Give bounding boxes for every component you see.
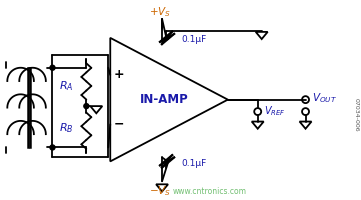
Circle shape (50, 65, 55, 70)
Text: −: − (114, 118, 125, 131)
Text: 07034-006: 07034-006 (354, 98, 359, 131)
Text: 0.1μF: 0.1μF (181, 159, 206, 168)
Text: $V_{REF}$: $V_{REF}$ (264, 105, 286, 118)
Text: www.cntronics.com: www.cntronics.com (173, 187, 247, 196)
Text: IN-AMP: IN-AMP (140, 93, 188, 106)
Text: $R_A$: $R_A$ (59, 79, 74, 93)
Circle shape (84, 104, 89, 109)
Circle shape (50, 145, 55, 150)
Text: $R_B$: $R_B$ (59, 121, 74, 135)
Text: $-V_S$: $-V_S$ (149, 184, 171, 198)
Text: $+V_S$: $+V_S$ (149, 5, 171, 19)
Text: +: + (114, 68, 125, 81)
Text: $V_{OUT}$: $V_{OUT}$ (312, 91, 336, 105)
Text: 0.1μF: 0.1μF (181, 35, 206, 44)
